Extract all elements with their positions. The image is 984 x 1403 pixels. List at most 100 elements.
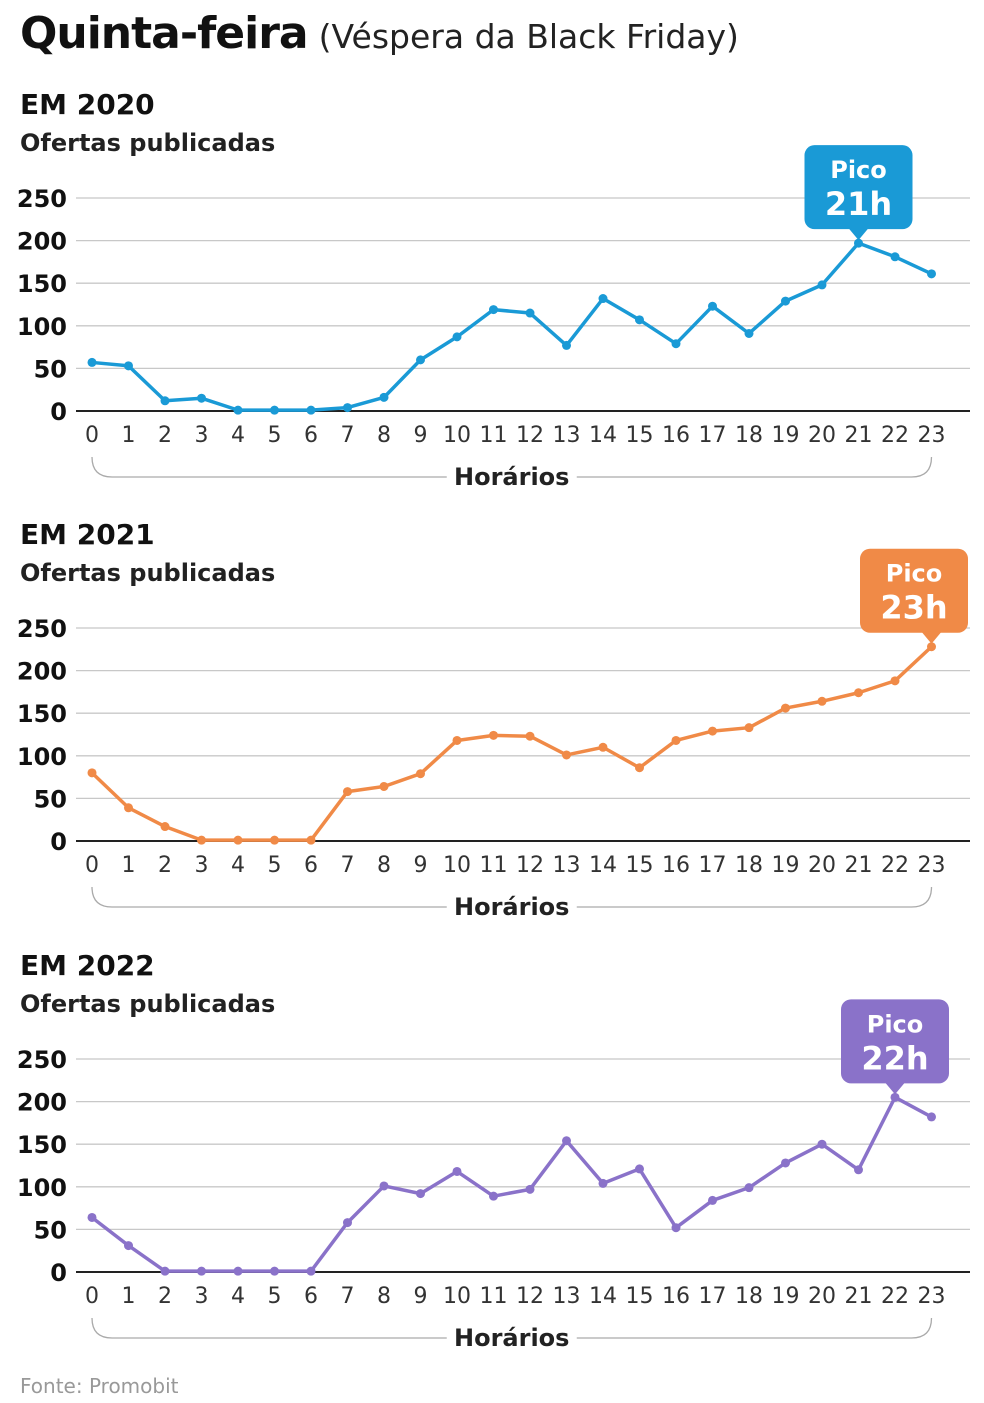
x-tick-label: 11 xyxy=(480,1284,508,1309)
axis-bracket-left xyxy=(91,1317,447,1339)
data-point xyxy=(343,1218,352,1228)
data-point xyxy=(416,769,425,779)
data-point xyxy=(87,1212,97,1222)
data-point xyxy=(160,1266,170,1276)
x-tick-label: 0 xyxy=(85,1284,99,1309)
x-tick-label: 6 xyxy=(304,1284,318,1309)
x-tick-label: 18 xyxy=(735,423,763,448)
x-tick-label: 5 xyxy=(268,1284,282,1309)
data-point xyxy=(160,396,170,406)
page-title: Quinta-feira (Véspera da Black Friday) xyxy=(20,8,739,59)
x-tick-label: 1 xyxy=(122,423,136,448)
data-point xyxy=(635,763,644,773)
x-tick-label: 14 xyxy=(589,423,617,448)
data-point xyxy=(854,688,863,698)
data-point xyxy=(744,723,754,733)
x-tick-label: 22 xyxy=(881,853,909,878)
y-tick-label: 250 xyxy=(17,1046,67,1074)
x-tick-label: 22 xyxy=(881,423,909,448)
data-point xyxy=(379,1181,389,1191)
x-tick-label: 20 xyxy=(808,423,836,448)
x-tick-label: 16 xyxy=(662,853,690,878)
peak-callout-box xyxy=(841,999,949,1084)
y-tick-label: 0 xyxy=(50,398,67,426)
data-point xyxy=(306,1266,316,1276)
x-tick-label: 23 xyxy=(918,423,946,448)
x-tick-label: 1 xyxy=(122,1284,136,1309)
x-tick-label: 3 xyxy=(195,853,209,878)
x-tick-label: 3 xyxy=(195,1284,209,1309)
data-point xyxy=(854,238,863,248)
y-tick-label: 200 xyxy=(17,658,67,686)
x-tick-label: 9 xyxy=(414,1284,428,1309)
x-tick-label: 20 xyxy=(808,1284,836,1309)
axis-bracket-left xyxy=(91,456,447,478)
axis-bracket-left xyxy=(91,886,447,908)
data-point xyxy=(781,703,790,713)
data-point xyxy=(197,835,206,845)
chart-title: EM 2021 xyxy=(20,518,155,551)
data-point xyxy=(708,301,717,311)
x-tick-label: 18 xyxy=(735,1284,763,1309)
x-tick-label: 6 xyxy=(304,853,318,878)
data-point xyxy=(671,735,681,745)
peak-callout-pointer xyxy=(848,228,869,241)
x-tick-label: 17 xyxy=(699,1284,727,1309)
x-tick-label: 0 xyxy=(85,853,99,878)
data-point xyxy=(671,339,681,349)
x-tick-label: 4 xyxy=(231,853,245,878)
data-point xyxy=(233,835,243,845)
data-point xyxy=(890,1092,900,1102)
data-point xyxy=(927,1112,936,1122)
chart-subtitle: Ofertas publicadas xyxy=(20,559,275,587)
data-point xyxy=(927,269,936,279)
data-point xyxy=(817,696,827,706)
x-tick-label: 16 xyxy=(662,1284,690,1309)
data-point xyxy=(781,296,790,306)
x-tick-label: 22 xyxy=(881,1284,909,1309)
series-line xyxy=(90,645,933,842)
x-tick-label: 12 xyxy=(516,1284,544,1309)
data-point xyxy=(306,405,316,415)
peak-hour: 23h xyxy=(880,589,947,627)
peak-label: Pico xyxy=(830,156,887,184)
axis-bracket-right xyxy=(576,886,933,908)
x-tick-label: 19 xyxy=(772,1284,800,1309)
data-point xyxy=(562,340,571,350)
x-tick-label: 2 xyxy=(158,853,172,878)
y-tick-label: 250 xyxy=(17,185,67,213)
data-point xyxy=(124,361,133,371)
data-point xyxy=(233,405,243,415)
source-note: Fonte: Promobit xyxy=(20,1374,179,1398)
data-point xyxy=(854,1165,863,1175)
x-tick-label: 17 xyxy=(699,853,727,878)
data-point xyxy=(598,742,608,752)
y-tick-label: 150 xyxy=(17,270,67,298)
peak-hour: 21h xyxy=(825,185,892,223)
x-tick-label: 0 xyxy=(85,423,99,448)
data-point xyxy=(379,781,389,791)
y-tick-label: 150 xyxy=(17,1131,67,1159)
x-tick-label: 14 xyxy=(589,1284,617,1309)
data-point xyxy=(343,787,352,797)
y-tick-label: 50 xyxy=(34,785,67,813)
x-tick-label: 8 xyxy=(377,1284,391,1309)
data-point xyxy=(452,1166,462,1176)
data-point xyxy=(489,730,498,740)
y-tick-label: 100 xyxy=(17,743,67,771)
x-tick-label: 12 xyxy=(516,853,544,878)
data-point xyxy=(744,1183,754,1193)
axis-bracket-right xyxy=(576,456,933,478)
data-point xyxy=(890,676,900,686)
x-tick-label: 21 xyxy=(845,1284,873,1309)
x-tick-label: 15 xyxy=(626,853,654,878)
peak-hour: 22h xyxy=(861,1039,928,1077)
data-point xyxy=(562,750,571,760)
x-tick-label: 2 xyxy=(158,1284,172,1309)
x-tick-label: 13 xyxy=(553,1284,581,1309)
x-axis-label: Horários xyxy=(454,893,569,921)
